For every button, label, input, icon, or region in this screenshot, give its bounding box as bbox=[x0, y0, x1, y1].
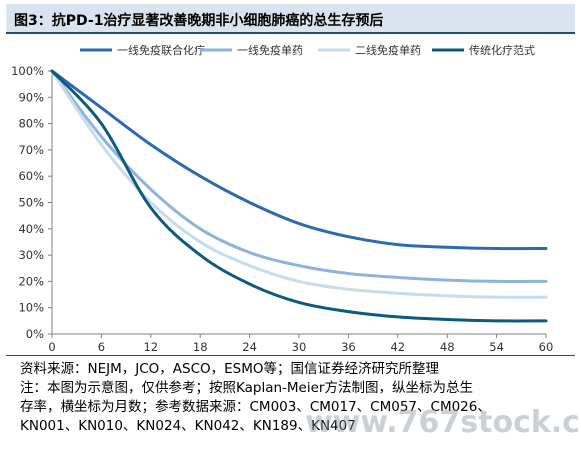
y-tick-label: 70% bbox=[18, 143, 44, 157]
x-tick-label: 42 bbox=[390, 340, 405, 354]
x-tick-label: 54 bbox=[489, 340, 504, 354]
watermark: www.767stock.com bbox=[305, 405, 581, 440]
series-line bbox=[50, 69, 548, 251]
source-notes: 资料来源：NEJM，JCO，ASCO，ESMO等；国信证券经济研究所整理 注：本… bbox=[20, 360, 565, 436]
x-tick-label: 60 bbox=[539, 340, 554, 354]
series-lines bbox=[50, 69, 548, 323]
x-tick-label: 48 bbox=[440, 340, 455, 354]
y-tick-label: 40% bbox=[18, 222, 44, 236]
note-line: 注：本图为示意图，仅供参考；按照Kaplan-Meier方法制图，纵坐标为总生 bbox=[20, 380, 473, 396]
legend-label: 传统化疗范式 bbox=[469, 43, 535, 57]
legend-label: 二线免疫单药 bbox=[355, 43, 421, 57]
title-bar: 图3：抗PD-1治疗显著改善晚期非小细胞肺癌的总生存预后 bbox=[6, 4, 575, 34]
x-tick-label: 24 bbox=[242, 340, 257, 354]
note-line: 资料来源：NEJM，JCO，ASCO，ESMO等；国信证券经济研究所整理 bbox=[20, 361, 440, 377]
y-tick-label: 50% bbox=[18, 196, 44, 210]
y-tick-label: 90% bbox=[18, 90, 44, 104]
x-tick-label: 18 bbox=[193, 340, 208, 354]
note-line: 存率，横坐标为月数；参考数据来源：CM003、CM017、CM057、CM026… bbox=[20, 399, 491, 415]
axes: 0% 10% 20% 30% 40% 50% 60% 70% 80% 90% 100% 0 6 12 18 2… bbox=[11, 64, 553, 354]
survival-chart: 一线免疫联合化疗 一线免疫单药 二线免疫单药 传统化疗范式 0% 10% 20% 30% 40… bbox=[11, 43, 553, 354]
figure-title: 图3：抗PD-1治疗显著改善晚期非小细胞肺癌的总生存预后 bbox=[14, 13, 384, 29]
y-tick-label: 10% bbox=[18, 301, 44, 315]
series-line bbox=[50, 69, 548, 299]
x-tick-label: 30 bbox=[292, 340, 307, 354]
note-line: KN001、KN010、KN024、KN042、KN189、KN407 bbox=[20, 418, 356, 434]
x-tick-label: 36 bbox=[341, 340, 356, 354]
x-tick-label: 12 bbox=[143, 340, 158, 354]
legend: 一线免疫联合化疗 一线免疫单药 二线免疫单药 传统化疗范式 bbox=[80, 43, 535, 57]
y-tick-label: 80% bbox=[18, 117, 44, 131]
legend-label: 一线免疫单药 bbox=[237, 43, 303, 57]
y-tick-label: 60% bbox=[18, 169, 44, 183]
y-tick-label: 20% bbox=[18, 274, 44, 288]
y-tick-label: 100% bbox=[11, 64, 44, 78]
y-tick-label: 30% bbox=[18, 248, 44, 262]
y-tick-label: 0% bbox=[26, 327, 44, 341]
x-tick-label: 6 bbox=[98, 340, 105, 354]
legend-label: 一线免疫联合化疗 bbox=[117, 43, 205, 57]
footer-divider bbox=[6, 355, 575, 356]
x-tick-label: 0 bbox=[48, 340, 55, 354]
series-line bbox=[50, 69, 548, 323]
